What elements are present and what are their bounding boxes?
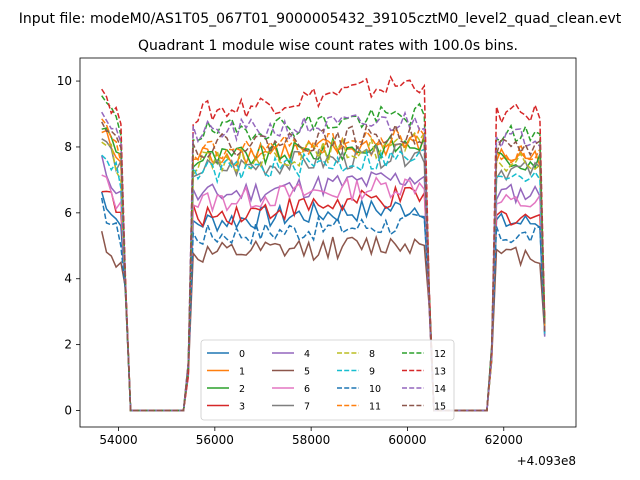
legend-label-10: 10 bbox=[369, 384, 381, 395]
legend-label-14: 14 bbox=[434, 384, 446, 395]
x-tick-label: 62000 bbox=[485, 433, 523, 447]
legend-label-6: 6 bbox=[304, 384, 310, 395]
legend-label-11: 11 bbox=[369, 402, 381, 413]
legend-box bbox=[200, 339, 455, 421]
legend-label-4: 4 bbox=[304, 349, 310, 360]
y-tick-label: 0 bbox=[64, 404, 72, 418]
plot-frame bbox=[79, 57, 577, 428]
x-axis-offset-label: +4.093e8 bbox=[517, 454, 576, 468]
legend-label-15: 15 bbox=[434, 402, 446, 413]
legend-label-0: 0 bbox=[239, 349, 245, 360]
x-tick-label: 60000 bbox=[388, 433, 426, 447]
legend-label-1: 1 bbox=[239, 367, 245, 378]
legend-label-13: 13 bbox=[434, 367, 446, 378]
y-tick-label: 4 bbox=[64, 272, 72, 286]
y-tick-label: 6 bbox=[64, 206, 72, 220]
legend-label-2: 2 bbox=[239, 384, 245, 395]
x-tick-label: 56000 bbox=[196, 433, 234, 447]
y-axis: 0 2 4 6 8 10 bbox=[57, 74, 80, 418]
series-line-15 bbox=[101, 121, 546, 412]
x-axis: 54000 56000 58000 60000 62000 bbox=[99, 427, 523, 447]
legend-label-3: 3 bbox=[239, 402, 245, 413]
legend-label-12: 12 bbox=[434, 349, 446, 360]
y-tick-label: 2 bbox=[64, 338, 72, 352]
x-tick-label: 58000 bbox=[292, 433, 330, 447]
series-layer bbox=[100, 75, 546, 412]
y-tick-label: 10 bbox=[57, 74, 72, 88]
chart-title: Quadrant 1 module wise count rates with … bbox=[138, 38, 518, 54]
legend-label-7: 7 bbox=[304, 402, 310, 413]
legend-label-9: 9 bbox=[369, 367, 375, 378]
legend-label-5: 5 bbox=[304, 367, 310, 378]
x-tick-label: 54000 bbox=[99, 433, 137, 447]
y-tick-label: 8 bbox=[64, 140, 72, 154]
chart-suptitle: Input file: modeM0/AS1T05_067T01_9000005… bbox=[19, 11, 622, 27]
legend-label-8: 8 bbox=[369, 349, 375, 360]
